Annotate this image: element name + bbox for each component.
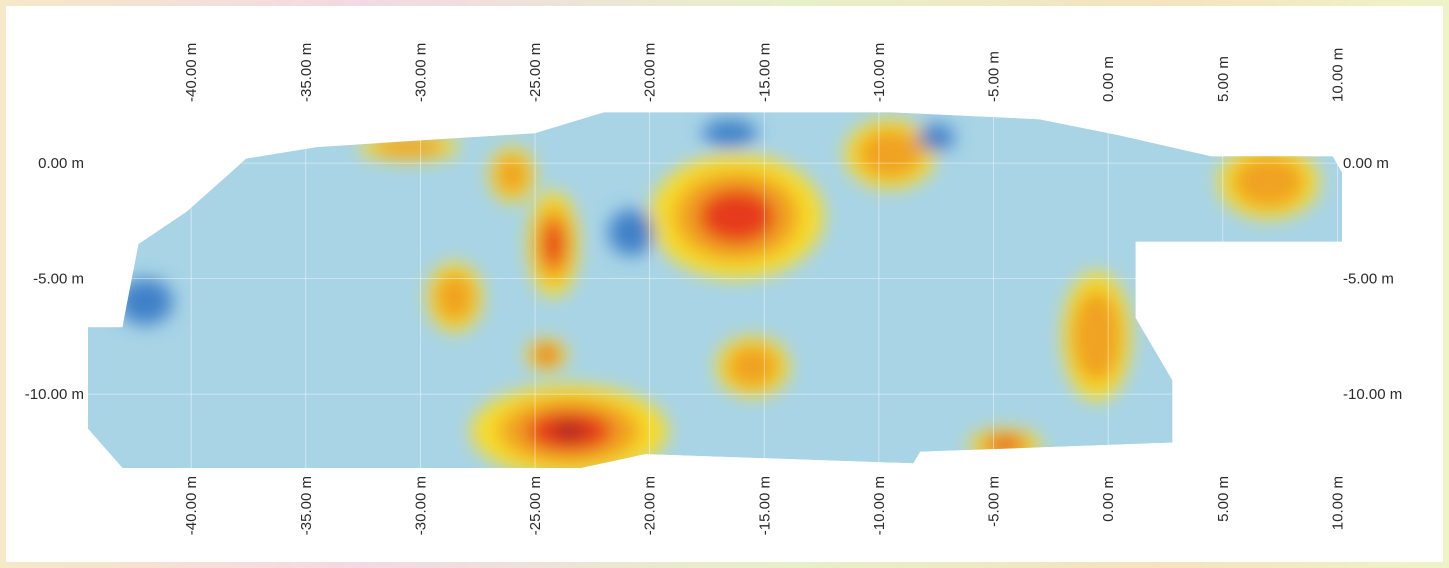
grid-lines [88, 110, 1342, 468]
x-tick-top--10: -10.00 m [871, 43, 888, 102]
anomaly-13-low [702, 119, 758, 147]
anomaly-2-level-4 [542, 220, 565, 268]
anomaly-0-level-5 [553, 423, 586, 439]
anomaly-12-low [917, 123, 955, 152]
y-tick-left--10: -10.00 m [25, 386, 84, 403]
heatmap-layer [88, 112, 1342, 469]
x-tick-bottom--35: -35.00 m [298, 476, 315, 535]
anomaly-6-level-3 [372, 136, 446, 157]
anomaly-1-level-4 [698, 188, 776, 244]
x-tick-bottom-5: 5.00 m [1215, 476, 1232, 522]
x-tick-bottom--15: -15.00 m [756, 476, 773, 535]
x-tick-top-0: 0.00 m [1100, 56, 1117, 102]
x-tick-bottom--20: -20.00 m [642, 476, 659, 535]
x-tick-bottom-10: 10.00 m [1329, 476, 1346, 530]
x-tick-top--15: -15.00 m [756, 43, 773, 102]
anomaly-15-low [608, 209, 655, 256]
y-tick-left-0: 0.00 m [38, 155, 84, 172]
x-tick-bottom--5: -5.00 m [986, 476, 1003, 527]
x-tick-top--35: -35.00 m [298, 43, 315, 102]
gpr-heatmap-chart: -40.00 m -40.00 m -35.00 m -35.00 m -30.00 m… [25, 43, 1402, 535]
x-tick-top-5: 5.00 m [1215, 56, 1232, 102]
y-tick-right--10: -10.00 m [1343, 386, 1402, 403]
x-tick-top--5: -5.00 m [986, 51, 1003, 102]
x-tick-bottom--40: -40.00 m [183, 476, 200, 535]
anomaly-11-level-3 [726, 344, 780, 388]
x-tick-top--20: -20.00 m [642, 43, 659, 102]
anomaly-10-level-3 [495, 154, 529, 195]
x-tick-bottom--10: -10.00 m [871, 476, 888, 535]
x-tick-top--25: -25.00 m [527, 43, 544, 102]
x-tick-bottom-0: 0.00 m [1100, 476, 1117, 522]
x-tick-top--40: -40.00 m [183, 43, 200, 102]
x-tick-bottom--25: -25.00 m [527, 476, 544, 535]
y-tick-left--5: -5.00 m [33, 271, 84, 288]
x-tick-top--30: -30.00 m [412, 43, 429, 102]
axis-tick-labels: -40.00 m -40.00 m -35.00 m -35.00 m -30.00 m… [25, 43, 1402, 535]
anomaly-14-low [117, 278, 173, 325]
x-tick-bottom--30: -30.00 m [412, 476, 429, 535]
y-tick-right-0: 0.00 m [1343, 155, 1389, 172]
survey-area [88, 112, 1342, 469]
anomaly-9-level-4 [537, 347, 556, 362]
x-tick-top-10: 10.00 m [1329, 48, 1346, 102]
anomaly-7-level-3 [434, 272, 475, 323]
y-tick-right--5: -5.00 m [1343, 271, 1394, 288]
anomaly-4-level-3 [1232, 154, 1305, 209]
anomaly-5-level-3 [857, 128, 924, 179]
anomaly-3-level-3 [1071, 289, 1122, 383]
chart-frame: -40.00 m -40.00 m -35.00 m -35.00 m -30.00 m… [6, 6, 1443, 562]
